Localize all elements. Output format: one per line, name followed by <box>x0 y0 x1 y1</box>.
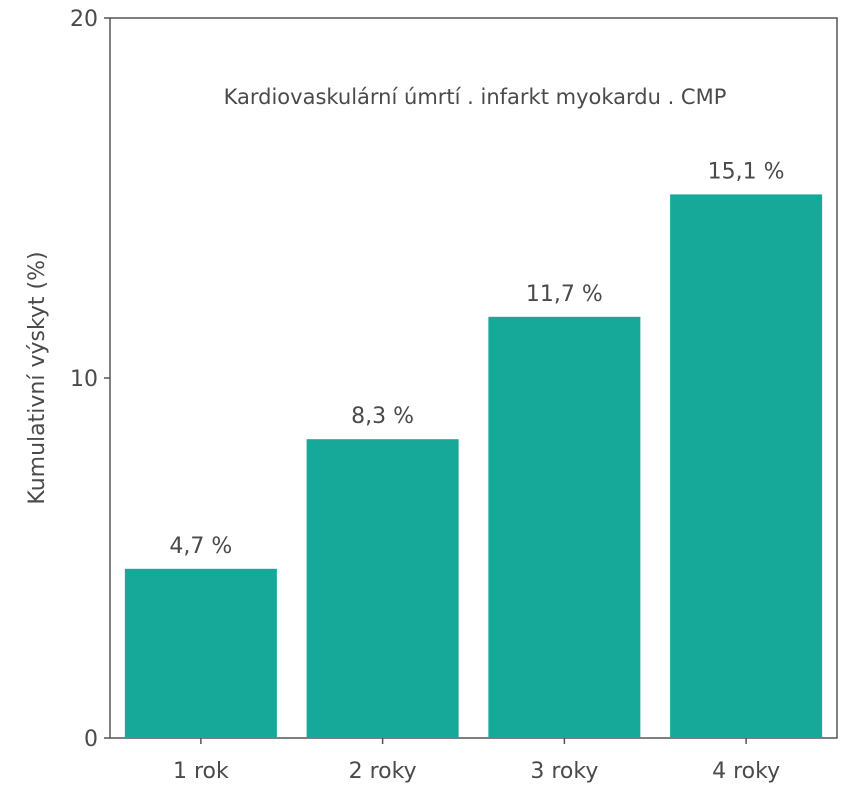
x-tick-label: 1 rok <box>173 759 229 784</box>
y-tick-label: 20 <box>70 7 98 32</box>
y-tick-label: 0 <box>84 727 98 752</box>
bar <box>488 316 641 738</box>
y-tick-label: 10 <box>70 367 98 392</box>
data-label: 4,7 % <box>169 534 232 559</box>
y-axis-ticks: 0 10 20 <box>70 7 110 752</box>
data-label: 15,1 % <box>708 159 785 184</box>
y-axis-title: Kumulativní výskyt (%) <box>25 251 50 504</box>
x-tick-label: 2 roky <box>349 759 417 784</box>
bar <box>124 568 277 738</box>
data-label: 11,7 % <box>526 282 603 307</box>
x-tick-label: 4 roky <box>712 759 780 784</box>
bars-group <box>124 194 823 738</box>
chart-title: Kardiovaskulární úmrtí . infarkt myokard… <box>224 85 727 109</box>
x-tick-label: 3 roky <box>530 759 598 784</box>
data-label: 8,3 % <box>351 404 414 429</box>
bar <box>670 194 823 738</box>
bar <box>306 439 459 738</box>
x-axis-ticks: 1 rok 2 roky 3 roky 4 roky <box>173 738 780 784</box>
data-labels-group: 4,7 % 8,3 % 11,7 % 15,1 % <box>169 159 784 558</box>
